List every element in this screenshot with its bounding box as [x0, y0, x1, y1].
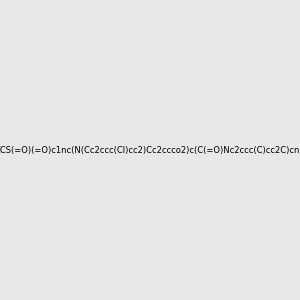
Text: CCS(=O)(=O)c1nc(N(Cc2ccc(Cl)cc2)Cc2ccco2)c(C(=O)Nc2ccc(C)cc2C)cn1: CCS(=O)(=O)c1nc(N(Cc2ccc(Cl)cc2)Cc2ccco2…: [0, 146, 300, 154]
